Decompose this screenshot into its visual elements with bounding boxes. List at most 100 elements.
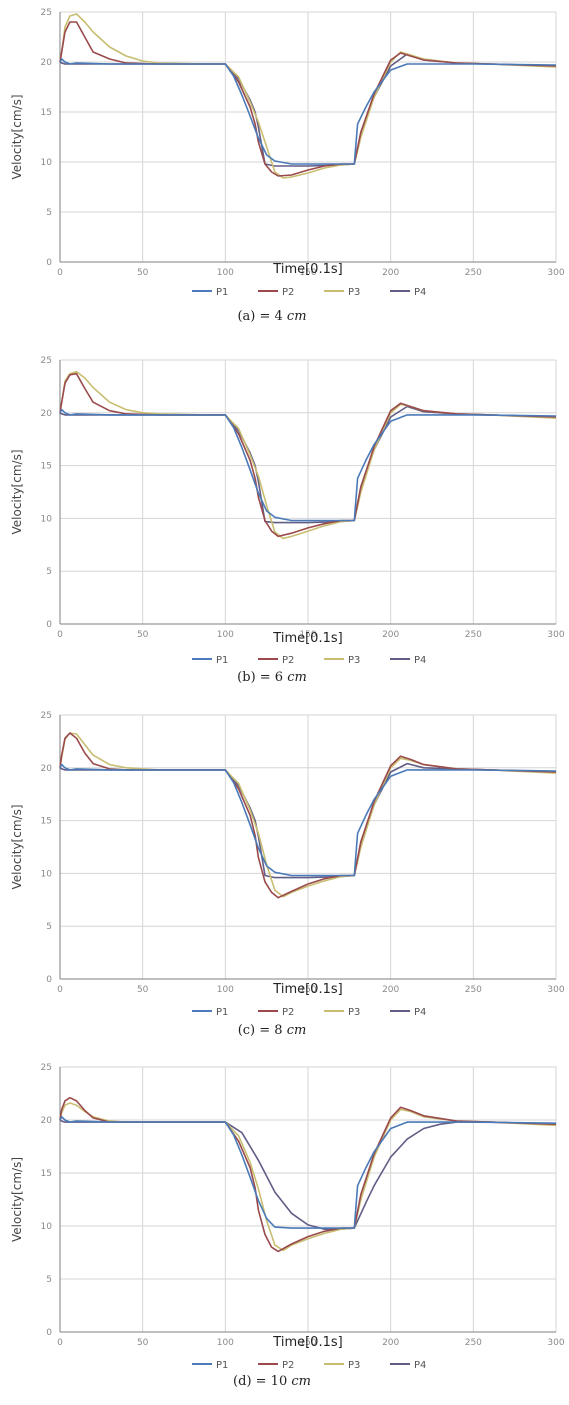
y-tick-label: 20 — [41, 58, 53, 68]
x-tick-label: 0 — [57, 630, 63, 640]
y-tick-label: 15 — [41, 1169, 52, 1179]
legend-label-p4: P4 — [414, 1007, 426, 1018]
y-axis-label: Velocity[cm/s] — [10, 94, 24, 179]
grid — [59, 714, 557, 980]
x-tick-label: 0 — [57, 1338, 63, 1348]
legend-label-p3: P3 — [348, 287, 360, 298]
y-tick-label: 10 — [41, 158, 53, 168]
y-tick-label: 0 — [46, 975, 52, 985]
x-tick-label: 50 — [137, 1338, 149, 1348]
y-tick-label: 15 — [41, 817, 52, 827]
legend: P1 P2 P3 P4 — [192, 287, 426, 298]
x-tick-label: 50 — [137, 985, 149, 995]
panel-caption: (d) = 10 𝑐𝑚 — [233, 1374, 311, 1389]
series-line-p1 — [59, 408, 557, 522]
series-line-p2 — [59, 1096, 557, 1253]
panel-caption: (a) = 4 𝑐𝑚 — [237, 309, 306, 324]
legend-label-p2: P2 — [282, 287, 294, 298]
x-tick-label: 50 — [137, 630, 149, 640]
legend-label-p1: P1 — [216, 1360, 228, 1371]
series-line-p3 — [59, 370, 557, 540]
y-tick-label: 5 — [46, 922, 52, 932]
y-tick-label: 15 — [41, 462, 52, 472]
y-tick-label: 20 — [41, 1116, 53, 1126]
y-tick-label: 5 — [46, 1275, 52, 1285]
legend-label-p3: P3 — [348, 1360, 360, 1371]
x-axis-label: Time[0.1s] — [272, 262, 342, 277]
series-line-p2 — [59, 21, 557, 177]
y-tick-label: 10 — [41, 514, 53, 524]
x-tick-label: 0 — [57, 268, 63, 278]
y-tick-label: 25 — [41, 356, 52, 366]
y-tick-label: 0 — [46, 1328, 52, 1338]
x-tick-label: 300 — [547, 985, 564, 995]
legend-label-p3: P3 — [348, 1007, 360, 1018]
y-tick-label: 10 — [41, 869, 53, 879]
legend-label-p4: P4 — [414, 655, 426, 666]
grid — [59, 11, 557, 263]
x-tick-label: 250 — [465, 1338, 482, 1348]
x-tick-label: 250 — [465, 630, 482, 640]
legend-label-p1: P1 — [216, 1007, 228, 1018]
panel-caption: (c) = 8 𝑐𝑚 — [238, 1023, 307, 1038]
x-axis-label: Time[0.1s] — [272, 631, 342, 646]
series-line-p4 — [59, 762, 557, 879]
y-tick-label: 25 — [41, 1063, 52, 1073]
legend-label-p4: P4 — [414, 1360, 426, 1371]
x-tick-label: 100 — [217, 1338, 234, 1348]
y-tick-label: 5 — [46, 208, 52, 218]
x-tick-label: 200 — [382, 985, 399, 995]
series-line-p2 — [59, 372, 557, 538]
y-tick-label: 20 — [41, 764, 53, 774]
legend: P1 P2 P3 P4 — [192, 1007, 426, 1018]
y-axis-label: Velocity[cm/s] — [10, 1157, 24, 1242]
x-tick-label: 300 — [547, 630, 564, 640]
y-axis-label: Velocity[cm/s] — [10, 804, 24, 889]
legend: P1 P2 P3 P4 — [192, 1360, 426, 1371]
legend-label-p4: P4 — [414, 287, 426, 298]
x-tick-label: 100 — [217, 268, 234, 278]
series-line-p2 — [59, 732, 557, 899]
x-tick-label: 150 — [299, 268, 316, 278]
grid — [59, 1066, 557, 1333]
y-tick-label: 25 — [41, 8, 52, 18]
panel-caption: (b) = 6 𝑐𝑚 — [237, 670, 307, 685]
x-tick-label: 300 — [547, 268, 564, 278]
x-tick-label: 300 — [547, 1338, 564, 1348]
legend-label-p1: P1 — [216, 655, 228, 666]
x-axis-label: Time[0.1s] — [272, 982, 342, 997]
y-tick-label: 25 — [41, 711, 52, 721]
x-tick-label: 50 — [137, 268, 149, 278]
grid — [59, 359, 557, 625]
y-tick-label: 10 — [41, 1222, 53, 1232]
series-line-p4 — [59, 1119, 557, 1230]
legend-label-p2: P2 — [282, 1360, 294, 1371]
x-tick-label: 200 — [382, 630, 399, 640]
x-tick-label: 250 — [465, 268, 482, 278]
y-tick-label: 20 — [41, 409, 53, 419]
series-line-p1 — [59, 58, 557, 165]
x-tick-label: 100 — [217, 985, 234, 995]
x-tick-label: 150 — [299, 985, 316, 995]
x-tick-label: 200 — [382, 1338, 399, 1348]
y-tick-label: 0 — [46, 258, 52, 268]
y-tick-label: 15 — [41, 108, 52, 118]
legend-label-p2: P2 — [282, 1007, 294, 1018]
series-line-p1 — [59, 1116, 557, 1229]
legend: P1 P2 P3 P4 — [192, 655, 426, 666]
x-axis-label: Time[0.1s] — [272, 1335, 342, 1350]
x-tick-label: 250 — [465, 985, 482, 995]
x-tick-label: 150 — [299, 630, 316, 640]
x-tick-label: 100 — [217, 630, 234, 640]
x-tick-label: 200 — [382, 268, 399, 278]
y-tick-label: 5 — [46, 567, 52, 577]
x-tick-label: 150 — [299, 1338, 316, 1348]
x-tick-label: 0 — [57, 985, 63, 995]
legend-label-p3: P3 — [348, 655, 360, 666]
series-line-p1 — [59, 763, 557, 877]
